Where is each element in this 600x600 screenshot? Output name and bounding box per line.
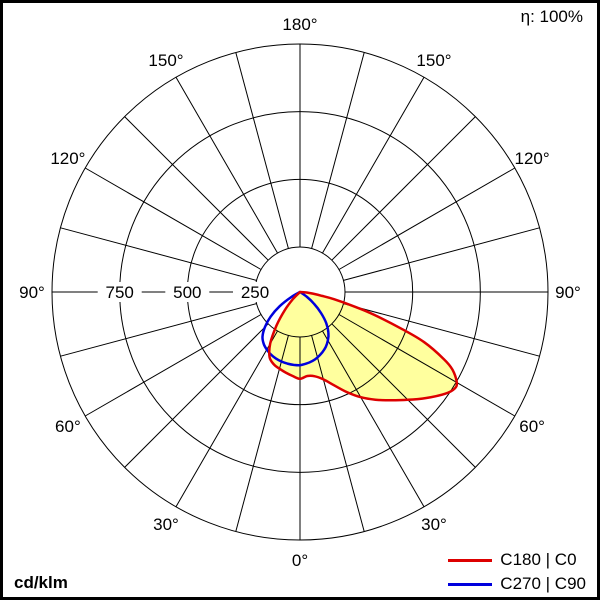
angle-label: 150° <box>148 51 183 70</box>
angle-label: 150° <box>416 51 451 70</box>
radial-tick-label: 250 <box>241 283 269 302</box>
legend-label: C270 | C90 <box>500 574 586 593</box>
angle-label: 30° <box>153 515 179 534</box>
legend-color-line <box>448 558 493 562</box>
angle-label: 60° <box>519 417 545 436</box>
angle-label: 30° <box>421 515 447 534</box>
legend-item: C270 | C90 <box>448 574 586 594</box>
angle-label: 90° <box>19 283 45 302</box>
angle-label: 60° <box>55 417 81 436</box>
angle-label: 90° <box>555 283 581 302</box>
angle-labels: 0° 30° 30° 60° 60° 90° 90° 120° 120° 150° 150° 180° <box>19 15 581 570</box>
angle-label: 180° <box>282 15 317 34</box>
curve-C180C0 <box>267 290 459 402</box>
radial-tick-label: 750 <box>106 283 134 302</box>
series-curves <box>261 290 459 402</box>
legend-item: C180 | C0 <box>448 550 586 570</box>
radial-tick-label: 500 <box>173 283 201 302</box>
polar-grid <box>51 43 549 541</box>
filled-area <box>269 292 457 401</box>
angle-label: 0° <box>292 551 308 570</box>
series-fill-areas <box>269 292 457 401</box>
legend: C180 | C0 C270 | C90 <box>448 550 586 594</box>
unit-label: cd/klm <box>14 573 68 592</box>
angle-label: 120° <box>50 149 85 168</box>
curve-C270C90 <box>261 290 330 367</box>
efficiency-label: η: 100% <box>520 7 583 26</box>
legend-color-line <box>448 582 493 586</box>
radial-tick-labels: 250 500 750 <box>97 282 277 302</box>
legend-label: C180 | C0 <box>500 550 577 569</box>
angle-label: 120° <box>515 149 550 168</box>
